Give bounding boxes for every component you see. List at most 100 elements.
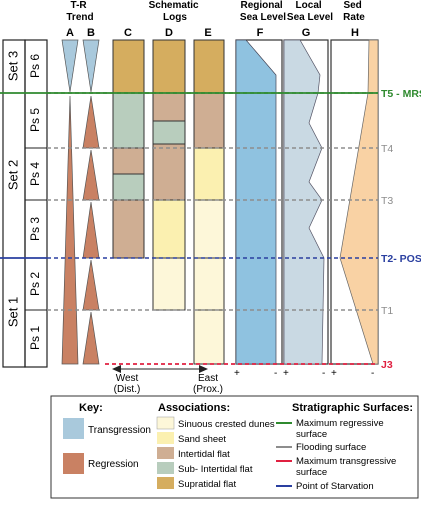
legend-surface-2-line2: surface xyxy=(296,467,327,478)
column-letter-d: D xyxy=(165,27,173,39)
header-tr-line1: T-R xyxy=(71,0,88,11)
tr-trend-column-b xyxy=(82,39,100,365)
tr-trend-column-a xyxy=(61,39,79,365)
log-c-intertidal-1 xyxy=(113,148,144,174)
column-letter-c: C xyxy=(124,27,132,39)
header-sed-rate: Sed Rate xyxy=(343,0,365,23)
j3-label: J3 xyxy=(381,359,393,371)
sed-minus: - xyxy=(371,368,374,379)
column-letter-b: B xyxy=(87,27,95,39)
sed-rate-column xyxy=(330,39,379,365)
column-letter-f: F xyxy=(257,27,264,39)
legend-swatch-intertidal xyxy=(157,447,174,459)
west-label: West xyxy=(116,373,139,384)
header-schematic-logs: Schematic Logs xyxy=(149,0,202,23)
local-sea-level-curve xyxy=(283,39,325,365)
header-regional-line1: Regional xyxy=(240,0,282,11)
regression-triangle-b-ps2 xyxy=(82,259,100,311)
sed-plus: + xyxy=(331,368,337,379)
header-sed-line1: Sed xyxy=(343,0,361,11)
sed-rate-curve xyxy=(339,39,379,365)
legend: Key: Transgression Regression Associatio… xyxy=(50,395,419,499)
set-column: Set 3 Set 2 Set 1 xyxy=(2,39,26,368)
header-sed-line2: Rate xyxy=(343,12,365,23)
header-logs-line2: Logs xyxy=(163,12,187,23)
local-sea-level-column xyxy=(283,39,329,365)
local-plus: + xyxy=(283,368,289,379)
regional-plus: + xyxy=(234,368,240,379)
header-tr-trend: T-R Trend xyxy=(66,0,93,23)
ps-2-label: Ps 2 xyxy=(28,272,42,296)
log-e-supratidal-top xyxy=(194,40,224,93)
set-1-label: Set 1 xyxy=(5,297,20,327)
regression-triangle-a xyxy=(61,95,79,365)
column-letters: A B C D E F G H xyxy=(66,27,359,39)
column-letter-g: G xyxy=(302,27,311,39)
schematic-log-c xyxy=(112,39,145,259)
ps-3-label: Ps 3 xyxy=(28,217,42,241)
log-d-intertidal-1 xyxy=(153,93,185,121)
legend-surface-3-line1: Point of Starvation xyxy=(296,481,374,492)
header-regional-line2: Sea Level xyxy=(240,12,286,23)
log-c-sub-intertidal-2 xyxy=(113,174,144,200)
log-c-frame xyxy=(112,39,145,259)
ps-column: Ps 6 Ps 5 Ps 4 Ps 3 Ps 2 Ps 1 xyxy=(24,39,48,368)
ps-column-frame xyxy=(24,39,48,368)
surface-lines xyxy=(0,92,378,365)
schematic-log-e xyxy=(193,39,225,365)
schematic-log-d xyxy=(152,39,186,311)
legend-frame xyxy=(50,395,419,499)
legend-assoc-label-4: Supratidal flat xyxy=(178,479,236,490)
log-c-intertidal-2 xyxy=(113,200,144,258)
legend-assoc-label-3: Sub- Intertidal flat xyxy=(178,464,253,475)
column-letter-h: H xyxy=(351,27,359,39)
header-regional-sea-level: Regional Sea Level xyxy=(240,0,286,23)
legend-swatch-sub-intertidal xyxy=(157,462,174,474)
legend-surface-0-line2: surface xyxy=(296,429,327,440)
legend-assoc-label-2: Intertidal flat xyxy=(178,449,230,460)
legend-transgression-label: Transgression xyxy=(88,425,151,436)
set-2-label: Set 2 xyxy=(5,160,20,190)
local-minus: - xyxy=(322,368,325,379)
t2-pos-label: T2- POS xyxy=(381,253,421,265)
legend-surface-label-0: Maximum regressive surface xyxy=(296,418,386,440)
log-e-sand-sheet xyxy=(194,148,224,200)
east-sub-label: (Prox.) xyxy=(193,384,223,395)
legend-surface-2-line1: Maximum transgressive xyxy=(296,456,396,467)
legend-assoc-label-0: Sinuous crested dunes xyxy=(178,419,275,430)
log-d-supratidal-top xyxy=(153,40,185,93)
header-tr-line2: Trend xyxy=(66,12,93,23)
headers: T-R Trend Schematic Logs Regional Sea Le… xyxy=(66,0,365,23)
legend-surface-0-line1: Maximum regressive xyxy=(296,418,384,429)
transgression-triangle-b xyxy=(82,39,100,93)
log-d-sinuous-dunes xyxy=(153,258,185,310)
legend-associations-title: Associations: xyxy=(158,402,230,414)
ps-5-label: Ps 5 xyxy=(28,108,42,132)
legend-regression-swatch xyxy=(63,453,84,474)
legend-key-title: Key: xyxy=(79,402,103,414)
ps-4-label: Ps 4 xyxy=(28,162,42,186)
regional-minus: - xyxy=(274,368,277,379)
log-c-supratidal-top xyxy=(113,40,144,93)
axis-signs: + - + - + - xyxy=(234,368,374,379)
regression-triangle-b-ps5 xyxy=(82,95,100,149)
column-letter-a: A xyxy=(66,27,74,39)
west-arrowhead-icon xyxy=(112,365,121,373)
log-d-sand-sheet xyxy=(153,200,185,258)
east-arrowhead-icon xyxy=(199,365,208,373)
log-c-sub-intertidal-1 xyxy=(113,93,144,148)
ps-6-label: Ps 6 xyxy=(28,54,42,78)
log-e-sinuous-dunes xyxy=(194,200,224,364)
column-letter-e: E xyxy=(204,27,211,39)
legend-surfaces-title: Stratigraphic Surfaces: xyxy=(292,402,413,414)
east-label: East xyxy=(198,373,218,384)
regression-triangle-b-ps4 xyxy=(82,149,100,201)
regression-triangle-b-ps3 xyxy=(82,201,100,259)
legend-swatch-supratidal xyxy=(157,477,174,489)
header-logs-line1: Schematic xyxy=(149,0,199,11)
log-d-sub-intertidal xyxy=(153,121,185,144)
legend-swatch-sinuous-dunes xyxy=(156,416,175,430)
t3-label: T3 xyxy=(381,195,393,207)
t1-label: T1 xyxy=(381,305,393,317)
